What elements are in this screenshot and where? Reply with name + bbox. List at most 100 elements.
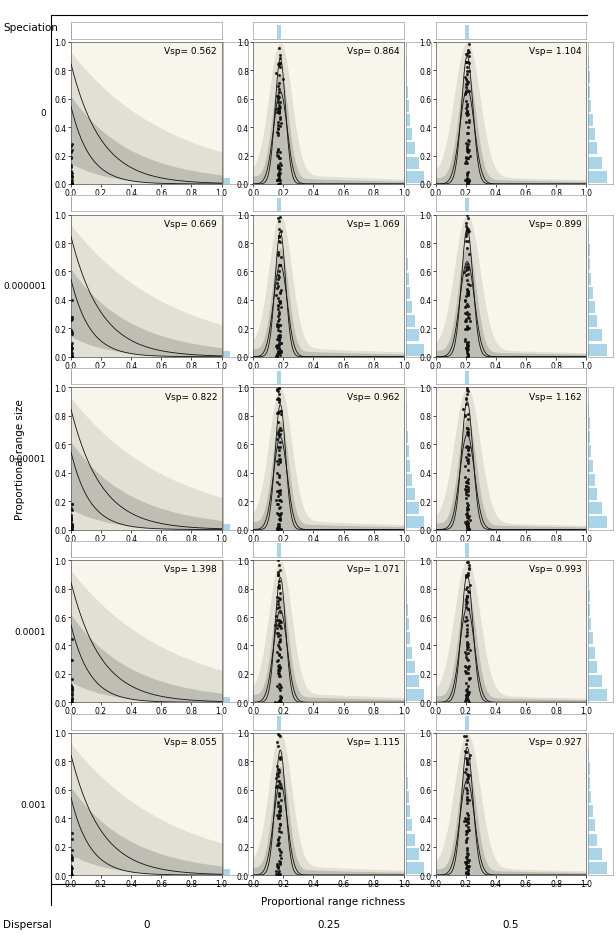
Point	[66, 511, 76, 526]
Point	[461, 765, 471, 780]
Point	[463, 687, 473, 702]
Bar	[406, 101, 409, 112]
Point	[462, 774, 472, 789]
Bar	[588, 633, 593, 645]
Bar	[406, 330, 419, 342]
Point	[463, 342, 473, 357]
Point	[275, 661, 285, 676]
Point	[274, 393, 283, 408]
Bar	[406, 475, 412, 487]
Point	[275, 211, 285, 226]
Point	[275, 507, 285, 522]
Point	[275, 452, 285, 467]
Point	[274, 695, 284, 710]
Point	[274, 172, 283, 187]
Point	[463, 768, 473, 782]
Point	[273, 520, 283, 535]
Bar	[406, 460, 410, 472]
Point	[273, 809, 283, 824]
Point	[67, 852, 76, 867]
Bar	[588, 661, 598, 673]
Point	[463, 48, 472, 63]
Point	[67, 859, 76, 874]
Point	[462, 282, 472, 297]
Point	[461, 824, 471, 839]
Point	[463, 820, 473, 835]
Point	[274, 416, 283, 431]
Point	[276, 300, 286, 314]
Point	[275, 331, 285, 346]
Point	[67, 683, 77, 698]
Point	[67, 342, 76, 357]
Bar	[588, 834, 598, 846]
Point	[273, 868, 283, 883]
Point	[463, 335, 473, 350]
Point	[461, 173, 471, 188]
Point	[462, 510, 472, 525]
Point	[273, 300, 283, 314]
Point	[461, 864, 471, 879]
Point	[461, 289, 471, 304]
Point	[462, 771, 472, 786]
Point	[274, 302, 283, 317]
Text: 0.00001: 0.00001	[9, 455, 46, 463]
Point	[274, 789, 284, 804]
Bar	[70, 544, 72, 557]
Point	[274, 638, 283, 653]
Point	[270, 618, 280, 633]
Point	[274, 841, 284, 856]
Bar	[406, 590, 407, 602]
Point	[274, 635, 284, 650]
Point	[463, 120, 473, 135]
Point	[67, 853, 76, 868]
Point	[274, 83, 284, 98]
Bar	[588, 157, 602, 169]
Point	[274, 659, 283, 674]
Point	[274, 765, 284, 780]
Point	[463, 439, 472, 454]
Point	[461, 781, 471, 796]
Point	[66, 517, 76, 532]
Bar	[406, 273, 409, 285]
Point	[67, 864, 76, 879]
Point	[274, 56, 284, 71]
Point	[276, 336, 286, 351]
Point	[461, 479, 471, 494]
Point	[275, 522, 285, 537]
Point	[461, 154, 471, 169]
Point	[67, 866, 76, 881]
Point	[463, 165, 472, 180]
Point	[275, 176, 285, 191]
Point	[464, 685, 474, 700]
Point	[274, 820, 284, 835]
Point	[277, 404, 286, 419]
Bar	[465, 716, 469, 730]
Text: Vsp= 1.162: Vsp= 1.162	[529, 392, 582, 402]
Point	[274, 695, 284, 709]
Point	[272, 349, 282, 364]
Point	[463, 521, 472, 536]
Bar	[588, 344, 607, 357]
Point	[463, 425, 472, 440]
Point	[275, 592, 285, 607]
Point	[464, 143, 474, 158]
Point	[274, 229, 284, 244]
Point	[67, 688, 77, 703]
Point	[463, 519, 472, 534]
Point	[67, 865, 76, 880]
Point	[462, 855, 472, 870]
Point	[275, 689, 285, 704]
Point	[275, 156, 285, 171]
Point	[67, 513, 76, 528]
Point	[67, 851, 77, 866]
Point	[461, 850, 471, 865]
Point	[275, 693, 285, 708]
Point	[67, 313, 76, 328]
Point	[273, 279, 283, 294]
Point	[275, 634, 285, 649]
Point	[272, 626, 282, 641]
Point	[462, 241, 472, 256]
Point	[461, 581, 471, 596]
Point	[272, 339, 282, 354]
Point	[274, 295, 284, 310]
